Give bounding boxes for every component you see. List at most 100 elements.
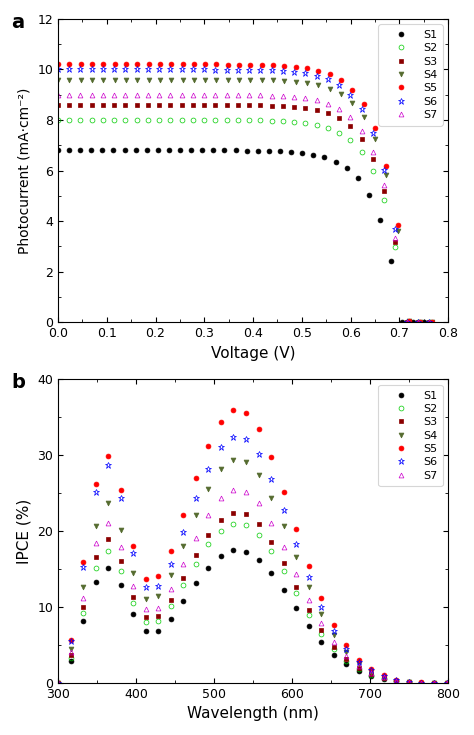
S7 — [235, 485, 241, 494]
S1 — [431, 678, 437, 687]
S6 — [119, 501, 125, 509]
S5 — [408, 318, 414, 326]
S5 — [414, 318, 419, 326]
S4 — [414, 318, 419, 326]
S3 — [155, 101, 160, 110]
S7 — [283, 546, 288, 555]
S2 — [55, 678, 61, 687]
S2 — [125, 115, 130, 124]
S6 — [55, 65, 61, 74]
Line: S5: S5 — [55, 407, 451, 685]
S6 — [125, 65, 130, 74]
S1 — [55, 146, 61, 154]
Line: S2: S2 — [55, 118, 434, 325]
S3 — [125, 101, 130, 110]
S4 — [217, 467, 222, 476]
Line: S3: S3 — [55, 509, 451, 685]
S6 — [283, 510, 288, 519]
Y-axis label: IPCE (%): IPCE (%) — [17, 498, 32, 564]
S3 — [217, 517, 222, 526]
S2 — [235, 519, 241, 528]
S6 — [155, 65, 160, 74]
S6 — [431, 678, 437, 687]
S5 — [283, 492, 288, 501]
S7 — [70, 90, 76, 99]
S4 — [155, 75, 161, 84]
S5 — [326, 612, 332, 620]
S7 — [217, 495, 222, 504]
Text: a: a — [11, 12, 24, 32]
S4 — [119, 531, 125, 539]
S5 — [431, 678, 437, 687]
S6 — [55, 678, 61, 687]
S2 — [55, 115, 61, 124]
Legend: S1, S2, S3, S4, S5, S6, S7: S1, S2, S3, S4, S5, S6, S7 — [378, 24, 443, 126]
S6 — [70, 65, 76, 74]
Line: S1: S1 — [55, 548, 451, 685]
X-axis label: Voltage (V): Voltage (V) — [211, 345, 295, 361]
S7 — [119, 548, 125, 556]
Line: S6: S6 — [55, 66, 435, 326]
S2 — [70, 115, 76, 124]
S5 — [445, 678, 451, 687]
S3 — [55, 678, 61, 687]
S6 — [235, 432, 241, 441]
S5 — [78, 60, 83, 69]
S5 — [125, 60, 131, 69]
S4 — [235, 455, 241, 464]
S1 — [153, 146, 159, 154]
S1 — [423, 318, 429, 326]
S2 — [404, 318, 410, 326]
X-axis label: Wavelength (nm): Wavelength (nm) — [187, 706, 319, 721]
Text: b: b — [11, 373, 25, 392]
S2 — [428, 318, 434, 326]
S7 — [326, 631, 332, 639]
S5 — [212, 428, 218, 437]
S1 — [212, 556, 218, 565]
S5 — [235, 406, 241, 415]
S1 — [70, 146, 76, 154]
S5 — [217, 420, 222, 429]
S1 — [399, 318, 405, 326]
S3 — [55, 101, 61, 110]
S1 — [217, 553, 222, 562]
S6 — [212, 453, 218, 462]
S7 — [125, 90, 130, 99]
S4 — [399, 252, 404, 261]
S5 — [119, 492, 125, 501]
S6 — [326, 618, 332, 627]
S5 — [70, 60, 76, 69]
S7 — [411, 318, 417, 326]
S7 — [428, 318, 434, 326]
S2 — [155, 115, 160, 124]
S1 — [235, 545, 241, 554]
S4 — [408, 318, 414, 326]
S1 — [445, 678, 451, 687]
S3 — [326, 637, 332, 645]
Line: S5: S5 — [55, 62, 436, 325]
S4 — [445, 678, 451, 687]
S2 — [78, 115, 83, 124]
S2 — [396, 265, 402, 273]
S6 — [411, 318, 417, 326]
S3 — [411, 318, 417, 326]
S5 — [55, 678, 61, 687]
S3 — [428, 318, 434, 326]
S7 — [445, 678, 451, 687]
Line: S7: S7 — [55, 487, 451, 685]
S1 — [55, 678, 61, 687]
Line: S4: S4 — [55, 456, 451, 685]
S7 — [155, 90, 160, 99]
S2 — [283, 570, 288, 578]
S3 — [283, 562, 288, 570]
S7 — [396, 257, 402, 266]
S6 — [404, 318, 410, 326]
S4 — [78, 75, 83, 84]
S4 — [55, 75, 61, 84]
S4 — [431, 678, 437, 687]
S6 — [217, 445, 222, 453]
Line: S3: S3 — [55, 102, 434, 325]
S5 — [55, 60, 61, 69]
Line: S6: S6 — [55, 433, 452, 686]
S2 — [445, 678, 451, 687]
